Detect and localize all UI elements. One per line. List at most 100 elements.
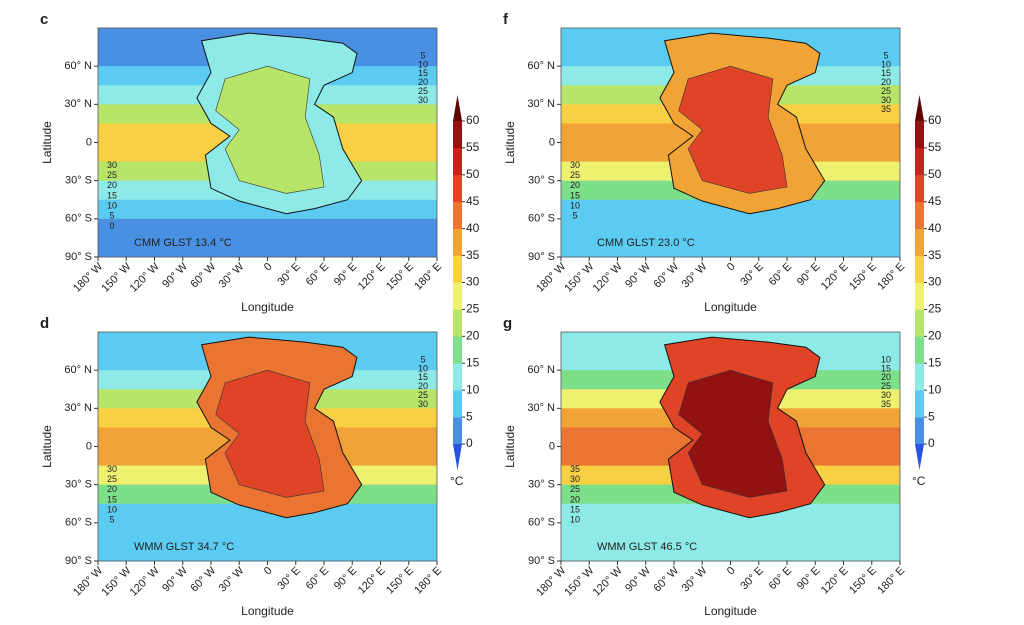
colorbar-tick-label: 30	[466, 275, 480, 289]
contour-label: 20	[881, 372, 891, 382]
y-tick-label: 30° N	[527, 98, 555, 110]
contour-label: 5	[572, 211, 577, 221]
x-tick-label: 90° W	[160, 564, 190, 594]
y-tick-label: 60° N	[64, 364, 92, 376]
colorbar-segment	[453, 121, 462, 149]
x-tick-label: 30° E	[738, 261, 766, 289]
x-axis-title: Longitude	[241, 604, 294, 618]
y-axis-title: Latitude	[503, 121, 517, 164]
panel-annotation: CMM GLST 23.0 °C	[597, 237, 695, 249]
contour-label: 20	[107, 484, 117, 494]
colorbar-tick-label: 45	[928, 194, 942, 208]
colorbar-tick-label: 60	[928, 113, 942, 127]
y-tick-label: 90° S	[528, 251, 555, 263]
x-tick-label: 120° W	[128, 564, 163, 599]
y-tick-label: 0	[549, 440, 555, 452]
x-tick-label: 60° W	[651, 260, 681, 290]
colorbar-segment	[453, 309, 462, 337]
colorbar-over	[915, 95, 924, 121]
y-tick-label: 60° N	[64, 60, 92, 72]
x-tick-label: 180° W	[71, 564, 106, 599]
colorbar-segment	[915, 309, 924, 337]
contour-label: 35	[881, 104, 891, 114]
y-tick-label: 30° N	[64, 402, 92, 414]
colorbar-tick-label: 15	[928, 355, 942, 369]
colorbar-tick-label: 25	[928, 302, 942, 316]
colorbar-tick-label: 55	[466, 140, 480, 154]
colorbar-segment	[453, 228, 462, 256]
x-axis-title: Longitude	[704, 300, 757, 314]
map-panel	[560, 27, 901, 258]
contour-label: 15	[418, 372, 428, 382]
colorbar-segment	[453, 174, 462, 203]
contour-label: 15	[107, 190, 117, 200]
x-tick-label: 60° E	[767, 565, 795, 593]
colorbar-segment	[915, 147, 924, 176]
contour-label: 30	[570, 160, 580, 170]
x-tick-label: 120° W	[591, 260, 626, 295]
x-axis-title: Longitude	[704, 604, 757, 618]
contour-label: 30	[107, 464, 117, 474]
contour-label: 10	[107, 504, 117, 514]
x-tick-label: 0	[262, 261, 275, 274]
contour-label: 20	[418, 381, 428, 391]
colorbar-segment	[915, 417, 924, 445]
x-tick-label: 180° W	[534, 260, 569, 295]
colorbar-segment	[453, 201, 462, 229]
x-tick-label: 60° E	[304, 565, 332, 593]
zonal-band	[98, 503, 437, 524]
colorbar-segment	[915, 363, 924, 391]
x-tick-label: 120° E	[819, 565, 851, 597]
contour-label: 5	[420, 354, 425, 364]
colorbar-segment	[453, 255, 462, 283]
x-tick-label: 180° W	[71, 260, 106, 295]
y-axis-title: Latitude	[40, 425, 54, 468]
x-tick-label: 60° W	[188, 564, 218, 594]
contour-label: 20	[418, 77, 428, 87]
panel-letter: c	[40, 11, 48, 28]
colorbar-tick-label: 10	[928, 382, 942, 396]
x-tick-label: 60° W	[188, 260, 218, 290]
x-tick-label: 0	[725, 261, 738, 274]
contour-label: 5	[420, 50, 425, 60]
contour-label: 20	[881, 77, 891, 87]
colorbar-segment	[915, 255, 924, 283]
continent-interior	[215, 369, 325, 498]
colorbar-segment	[915, 174, 924, 203]
x-tick-label: 90° W	[623, 564, 653, 594]
contour-label: 10	[881, 354, 891, 364]
y-tick-label: 60° S	[528, 213, 555, 225]
x-tick-label: 60° E	[304, 261, 332, 289]
contour-label: 25	[418, 86, 428, 96]
x-tick-label: 30° E	[275, 565, 303, 593]
panel-annotation: WMM GLST 34.7 °C	[134, 541, 234, 553]
colorbar-segment	[453, 282, 462, 310]
panel-letter: f	[503, 11, 509, 28]
colorbar-tick-label: 25	[466, 302, 480, 316]
colorbar-tick-label: 20	[928, 329, 942, 343]
colorbar-segment	[915, 282, 924, 310]
contour-label: 25	[881, 381, 891, 391]
y-tick-label: 30° S	[528, 479, 555, 491]
colorbar-under	[915, 444, 924, 470]
zonal-band	[98, 199, 437, 220]
x-tick-label: 120° E	[356, 565, 388, 597]
colorbar-tick-label: 60	[466, 113, 480, 127]
x-tick-label: 30° E	[275, 261, 303, 289]
x-axis-title: Longitude	[241, 300, 294, 314]
colorbar-segment	[453, 417, 462, 445]
contour-label: 30	[881, 95, 891, 105]
y-tick-label: 30° S	[65, 175, 92, 187]
x-tick-label: 0	[725, 565, 738, 578]
y-tick-label: 90° S	[528, 555, 555, 567]
contour-label: 15	[107, 494, 117, 504]
colorbar-tick-label: 0	[928, 436, 935, 450]
map-panel	[97, 27, 438, 258]
colorbar-tick-label: 50	[928, 167, 942, 181]
colorbar-over	[453, 95, 462, 121]
x-tick-label: 150° W	[562, 564, 597, 599]
x-tick-label: 120° E	[356, 261, 388, 293]
colorbar-segment	[915, 336, 924, 364]
zonal-band	[98, 218, 437, 239]
colorbar-segment	[915, 390, 924, 418]
